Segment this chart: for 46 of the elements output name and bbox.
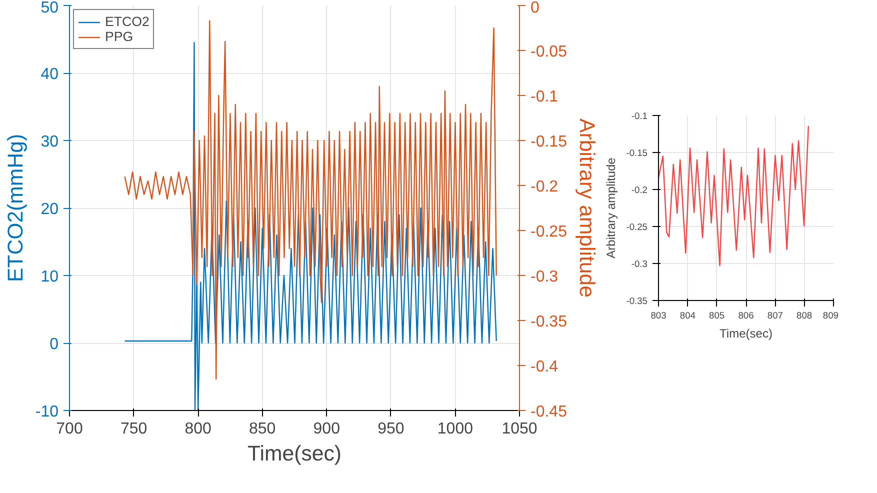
y-tick-label: -0.2	[631, 185, 648, 195]
x-tick-label: 803	[650, 310, 666, 320]
x-axis-title: Time(sec)	[248, 442, 342, 466]
x-tick-label: 750	[120, 420, 148, 438]
y-tick-label: -0.35	[626, 296, 648, 306]
x-tick-label: 950	[378, 420, 404, 438]
y2-axis-title: Arbitrary amplitude	[574, 118, 599, 298]
y-tick-label: 40	[40, 66, 59, 83]
y-tick-label: -0.15	[626, 148, 648, 158]
y2-tick-label: -0.1	[530, 88, 558, 106]
x-tick-label: 809	[822, 310, 839, 320]
x-tick-label: 1050	[502, 420, 538, 438]
x-tick-label: 800	[184, 420, 212, 438]
y-tick-label: 30	[40, 134, 59, 150]
y2-tick-label: -0.3	[530, 268, 558, 286]
x-tick-label: 808	[796, 310, 812, 320]
y-tick-label: 0	[50, 336, 59, 353]
x-tick-label: 805	[709, 310, 725, 320]
y-tick-label: 10	[40, 268, 59, 286]
y-axis-title: ETCO2(mmHg)	[3, 134, 28, 282]
legend-label: PPG	[105, 29, 134, 44]
x-tick-label: 900	[313, 420, 340, 438]
x-tick-label: 1000	[437, 420, 474, 438]
y2-tick-label: -0.45	[530, 404, 568, 420]
y-axis-title: Arbitrary amplitude	[604, 157, 618, 258]
x-tick-label: 806	[738, 310, 754, 320]
y-tick-label: 20	[40, 201, 59, 218]
legend-label: ETCO2	[105, 14, 150, 29]
x-tick-label: 700	[56, 420, 83, 438]
y2-tick-label: -0.35	[530, 314, 568, 330]
y-tick-label: -10	[35, 404, 59, 420]
x-tick-label: 850	[249, 420, 276, 438]
y2-tick-label: -0.4	[530, 358, 558, 376]
x-tick-label: 807	[767, 310, 783, 320]
y2-tick-label: -0.2	[530, 178, 558, 196]
y2-tick-label: -0.05	[530, 44, 568, 60]
x-axis-title: Time(sec)	[720, 326, 772, 340]
y-tick-label: -0.3	[631, 259, 648, 269]
y2-tick-label: -0.15	[530, 134, 568, 150]
x-tick-label: 804	[680, 310, 696, 320]
y-tick-label: -0.25	[626, 222, 648, 232]
y-tick-label: -0.1	[631, 111, 648, 121]
y2-tick-label: -0.25	[530, 224, 568, 240]
line-series	[658, 125, 810, 266]
y-tick-label: 50	[40, 0, 59, 16]
y2-tick-label: 0	[530, 0, 540, 16]
